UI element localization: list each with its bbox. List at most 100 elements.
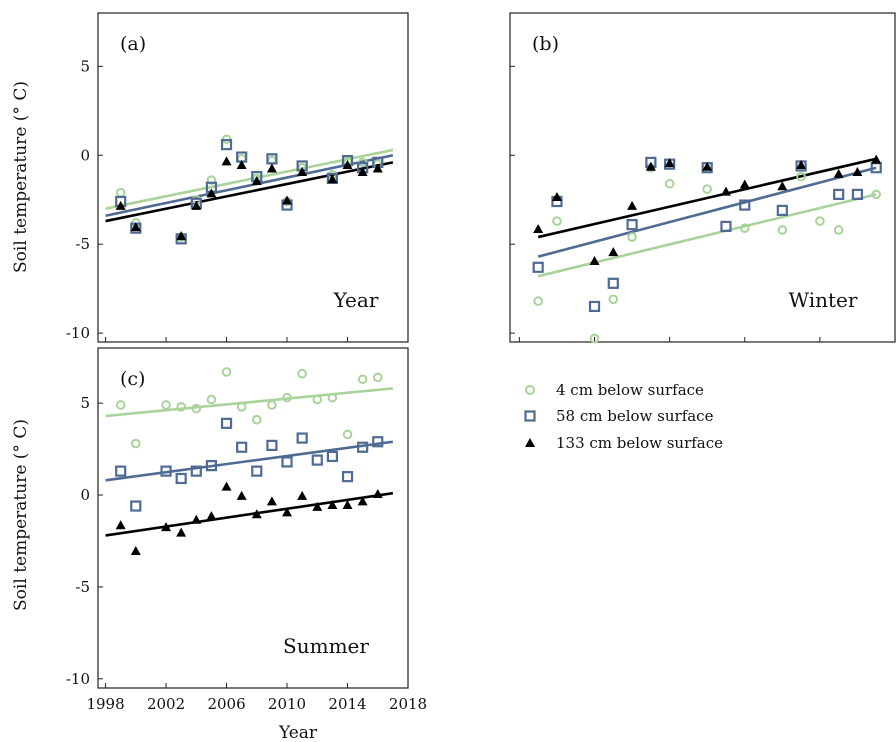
point-133cm (608, 247, 619, 257)
y-tick-label: 0 (80, 486, 90, 504)
point-58cm (341, 471, 354, 483)
point-133cm (589, 255, 600, 265)
point-4cm (115, 187, 126, 198)
point-133cm (176, 231, 187, 241)
legend-circle-marker (525, 385, 535, 395)
panel-c-summer: 5 0 -5 -10 1998 2002 2006 2010 2014 2018 (c) Summer (66, 347, 427, 713)
x-axis-title: Year (278, 723, 318, 742)
point-58cm (160, 465, 172, 477)
point-133cm (297, 490, 308, 500)
x-tick-label: 2010 (268, 695, 306, 713)
point-4cm (191, 403, 202, 414)
point-133cm (115, 520, 126, 530)
point-58cm (739, 199, 751, 211)
point-133cm (372, 489, 383, 499)
point-133cm (327, 500, 338, 510)
point-58cm (833, 188, 845, 200)
point-133cm (551, 191, 562, 201)
point-133cm (342, 500, 353, 510)
point-133cm (357, 167, 368, 177)
legend-triangle-marker (525, 438, 535, 447)
point-133cm (130, 546, 141, 555)
point-58cm (251, 465, 263, 477)
plot-frame (97, 347, 409, 689)
point-58cm (607, 277, 619, 289)
point-4cm (739, 223, 750, 233)
point-4cm (161, 400, 171, 410)
point-133cm (312, 501, 323, 511)
point-133cm (191, 200, 202, 210)
point-133cm (236, 490, 247, 500)
legend-item-4cm: 4 cm below surface (525, 381, 704, 399)
point-58cm (130, 500, 142, 512)
panel-b-winter: (b) Winter (509, 12, 896, 344)
point-4cm (796, 171, 806, 182)
legend-label-58cm: 58 cm below surface (556, 407, 714, 425)
point-4cm (833, 225, 844, 235)
x-tick-label: 2014 (328, 695, 366, 713)
point-4cm (282, 392, 292, 403)
point-4cm (206, 394, 217, 405)
point-133cm (130, 222, 141, 232)
point-58cm (266, 439, 278, 452)
trend-line-cm4 (537, 193, 877, 278)
panel-letter: (b) (532, 33, 559, 55)
point-133cm (266, 163, 277, 173)
point-4cm (115, 400, 126, 410)
point-133cm (342, 159, 353, 169)
point-133cm (796, 159, 807, 169)
point-58cm (266, 153, 278, 165)
point-133cm (327, 174, 338, 184)
season-label: Year (333, 288, 379, 312)
point-133cm (161, 522, 172, 532)
trend-line-cm133 (537, 157, 877, 239)
legend-label-4cm: 4 cm below surface (556, 381, 704, 399)
point-58cm (281, 456, 293, 468)
point-4cm (627, 232, 637, 242)
point-133cm (251, 509, 262, 519)
trend-line-cm4 (105, 387, 394, 418)
season-label: Summer (283, 634, 369, 658)
point-133cm (266, 496, 277, 506)
panel-letter: (a) (120, 33, 146, 55)
y-tick-label: 0 (80, 146, 90, 164)
x-tick-label: 2018 (389, 695, 427, 713)
y-tick-label: -10 (66, 670, 90, 688)
y-tick-label: -10 (66, 324, 90, 342)
plot-frame (97, 12, 409, 343)
point-58cm (588, 300, 601, 313)
legend-label-133cm: 133 cm below surface (556, 434, 723, 452)
x-tick-label: 1998 (86, 695, 124, 713)
point-58cm (175, 472, 187, 485)
point-133cm (627, 200, 638, 210)
point-4cm (206, 175, 217, 185)
point-133cm (871, 154, 882, 164)
point-133cm (206, 188, 217, 198)
point-58cm (626, 219, 638, 231)
point-133cm (115, 200, 126, 210)
point-58cm (776, 204, 788, 216)
point-4cm (357, 374, 368, 385)
y-axis-title-top: Soil temperature (° C) (11, 81, 31, 273)
point-133cm (221, 481, 232, 491)
point-4cm (815, 216, 825, 226)
point-4cm (297, 368, 307, 379)
panel-letter: (c) (120, 368, 145, 390)
point-4cm (589, 333, 600, 344)
point-4cm (221, 367, 232, 377)
point-4cm (372, 372, 383, 383)
point-4cm (533, 296, 543, 306)
point-4cm (176, 402, 186, 412)
point-4cm (702, 184, 712, 194)
legend: 4 cm below surface 58 cm below surface 1… (524, 381, 723, 452)
point-133cm (191, 514, 202, 524)
season-label: Winter (789, 288, 858, 312)
point-58cm (326, 450, 338, 463)
point-133cm (833, 168, 844, 178)
legend-square-marker (524, 410, 536, 422)
point-4cm (312, 394, 323, 405)
point-133cm (720, 186, 731, 196)
point-4cm (664, 178, 675, 189)
point-133cm (251, 175, 262, 185)
